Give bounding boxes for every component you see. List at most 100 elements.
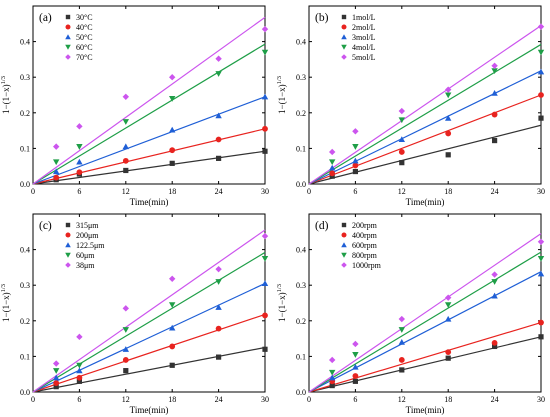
data-point bbox=[169, 126, 176, 133]
data-point bbox=[537, 238, 545, 245]
chart-panel: 0 6 12 18 24 30 0.0 0.1 0.2 0.3 0.4 Time(min) 1−(1−x… bbox=[276, 5, 545, 207]
data-point bbox=[537, 270, 545, 277]
data-point bbox=[398, 338, 405, 345]
x-tick-label: 6 bbox=[77, 395, 81, 404]
data-point bbox=[122, 119, 129, 125]
fit-line bbox=[32, 282, 266, 393]
panel-label: (a) bbox=[39, 12, 52, 24]
legend-marker bbox=[341, 14, 347, 20]
data-point bbox=[445, 355, 451, 361]
fit-line bbox=[308, 43, 542, 185]
legend-marker bbox=[65, 24, 71, 30]
data-point bbox=[76, 144, 83, 150]
data-point bbox=[261, 25, 269, 33]
data-point bbox=[352, 162, 359, 169]
plot-frame bbox=[308, 5, 542, 185]
legend-label: 30°C bbox=[76, 13, 93, 22]
data-point bbox=[352, 128, 359, 135]
y-tick-label: 0.3 bbox=[20, 73, 30, 82]
y-axis-title: 1−(1−x)1/3 bbox=[276, 284, 287, 322]
data-point bbox=[537, 68, 545, 75]
legend-marker bbox=[65, 252, 71, 258]
x-tick-label: 24 bbox=[491, 187, 499, 196]
data-point bbox=[76, 123, 83, 130]
x-tick-label: 12 bbox=[122, 395, 130, 404]
x-tick-label: 6 bbox=[353, 395, 357, 404]
plot-frame bbox=[32, 5, 266, 185]
legend-label: 400rpm bbox=[352, 231, 378, 240]
data-point bbox=[123, 368, 129, 374]
y-tick-label: 0.2 bbox=[20, 109, 30, 118]
data-point bbox=[399, 367, 405, 373]
fit-line bbox=[308, 70, 542, 185]
fit-line bbox=[308, 25, 542, 185]
data-point bbox=[169, 96, 176, 102]
fit-line bbox=[308, 336, 542, 393]
legend-marker bbox=[341, 242, 347, 248]
data-point bbox=[123, 167, 129, 174]
data-point bbox=[329, 148, 336, 156]
data-point bbox=[122, 157, 129, 164]
data-point bbox=[491, 279, 498, 285]
fit-line bbox=[32, 313, 266, 393]
data-point bbox=[398, 107, 405, 115]
x-tick-label: 18 bbox=[444, 187, 452, 196]
data-point bbox=[261, 93, 269, 100]
data-point bbox=[538, 115, 544, 121]
data-point bbox=[329, 164, 336, 171]
x-tick-label: 12 bbox=[122, 187, 130, 196]
legend-marker bbox=[65, 262, 71, 268]
data-point bbox=[216, 354, 222, 360]
fit-line bbox=[308, 124, 542, 185]
data-point bbox=[169, 275, 176, 282]
data-point bbox=[352, 157, 359, 164]
data-point bbox=[398, 117, 405, 124]
x-axis-title: Time(min) bbox=[130, 405, 169, 415]
data-point bbox=[53, 143, 60, 150]
data-point bbox=[76, 333, 83, 341]
data-point bbox=[537, 49, 545, 56]
data-point bbox=[491, 339, 498, 346]
legend-marker bbox=[341, 44, 347, 50]
data-point bbox=[538, 92, 544, 98]
data-point bbox=[53, 174, 60, 181]
fit-line bbox=[32, 96, 266, 185]
data-point bbox=[445, 294, 452, 301]
data-point bbox=[329, 374, 336, 381]
y-tick-label: 0.3 bbox=[20, 281, 30, 290]
y-axis-title-base: 1−(1−x) bbox=[277, 84, 287, 114]
data-point bbox=[53, 168, 60, 175]
data-point bbox=[215, 325, 222, 332]
panel-label: (b) bbox=[315, 12, 329, 24]
data-point bbox=[122, 305, 129, 312]
data-point bbox=[169, 324, 176, 331]
legend-label: 50°C bbox=[76, 33, 93, 42]
x-tick-label: 24 bbox=[215, 395, 223, 404]
x-tick-label: 0 bbox=[31, 187, 35, 196]
y-tick-label: 0.1 bbox=[20, 144, 30, 153]
data-point bbox=[215, 55, 222, 62]
x-tick-label: 30 bbox=[537, 395, 545, 404]
legend-marker bbox=[341, 262, 347, 268]
data-point bbox=[491, 90, 498, 96]
y-tick-label: 0.0 bbox=[20, 180, 30, 189]
data-point bbox=[491, 68, 498, 74]
x-tick-label: 6 bbox=[353, 187, 357, 196]
y-tick-label: 0.3 bbox=[296, 281, 306, 290]
legend-label: 4mol/L bbox=[352, 43, 376, 52]
data-point bbox=[122, 346, 129, 352]
legend-label: 1mol/L bbox=[352, 13, 376, 22]
data-point bbox=[169, 160, 175, 166]
data-point bbox=[262, 125, 268, 132]
data-point bbox=[329, 356, 336, 364]
panel-label: (d) bbox=[315, 220, 329, 232]
data-point bbox=[352, 373, 359, 379]
legend-marker bbox=[65, 44, 71, 50]
data-point bbox=[445, 130, 452, 137]
y-tick-label: 0.4 bbox=[20, 246, 30, 255]
y-tick-label: 0.2 bbox=[296, 109, 306, 118]
legend-marker bbox=[341, 222, 347, 228]
legend-label: 200rpm bbox=[352, 221, 378, 230]
legend-label: 5mol/L bbox=[352, 53, 376, 62]
